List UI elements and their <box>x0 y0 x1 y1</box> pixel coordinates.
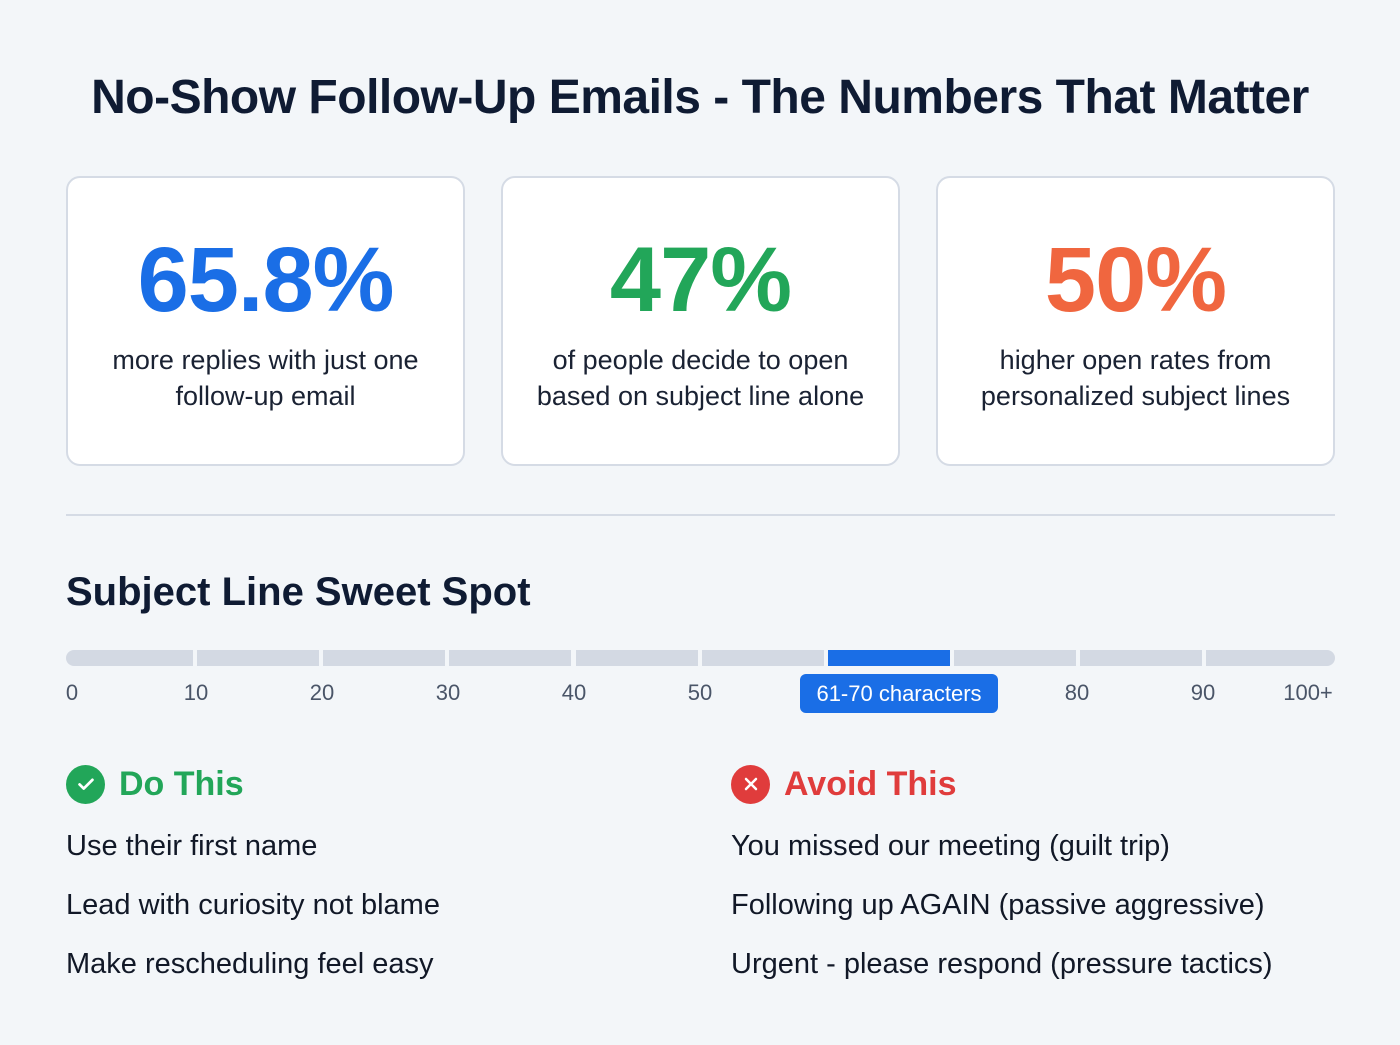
do-this-section: Do This Use their first name Lead with c… <box>66 762 440 1003</box>
stat-value: 47% <box>609 229 792 331</box>
highlight-range-badge: 61-70 characters <box>800 674 998 713</box>
tick-label: 30 <box>435 680 461 705</box>
bar-segment <box>576 650 698 666</box>
stat-description: more replies with just one follow-up ema… <box>112 345 419 411</box>
stat-description: of people decide to open based on subjec… <box>536 345 865 411</box>
tick-label: 40 <box>561 680 587 705</box>
page-title: No-Show Follow-Up Emails - The Numbers T… <box>91 71 1309 124</box>
tick-label: 90 <box>1190 680 1216 705</box>
stats-cards: 65.8% more replies with just one follow-… <box>66 176 1335 466</box>
do-this-heading: Do This <box>119 764 244 803</box>
check-circle-icon <box>66 764 105 804</box>
stat-value: 65.8% <box>137 229 395 331</box>
list-item: Lead with curiosity not blame <box>66 889 440 921</box>
bar-segment-highlight <box>828 650 950 666</box>
bar-segment <box>1080 650 1202 666</box>
sweet-spot-heading: Subject Line Sweet Spot <box>66 570 531 614</box>
tick-label: 100+ <box>1283 680 1333 705</box>
bar-segment <box>197 650 319 666</box>
stat-card-personalized: 50% higher open rates from personalized … <box>936 176 1335 466</box>
bar-segment <box>323 650 445 666</box>
stat-card-replies: 65.8% more replies with just one follow-… <box>66 176 465 466</box>
character-range-bar <box>66 650 1335 666</box>
bar-segment <box>702 650 824 666</box>
tick-label: 20 <box>309 680 335 705</box>
tick-label: 50 <box>687 680 713 705</box>
list-item: Use their first name <box>66 830 318 862</box>
tick-label: 10 <box>183 680 209 705</box>
bar-segment <box>1206 650 1335 666</box>
list-item: Following up AGAIN (passive aggressive) <box>731 889 1265 921</box>
list-item: You missed our meeting (guilt trip) <box>731 830 1170 862</box>
bar-segment <box>954 650 1076 666</box>
list-item: Urgent - please respond (pressure tactic… <box>731 948 1273 980</box>
stat-card-subject-line: 47% of people decide to open based on su… <box>501 176 900 466</box>
x-circle-icon <box>731 764 770 804</box>
bar-segment <box>449 650 571 666</box>
stat-description: higher open rates from personalized subj… <box>980 345 1291 411</box>
section-divider <box>66 514 1335 516</box>
tick-label: 80 <box>1064 680 1090 705</box>
bar-segment <box>66 650 193 666</box>
stat-value: 50% <box>1044 229 1227 331</box>
list-item: Make rescheduling feel easy <box>66 948 434 980</box>
avoid-this-heading: Avoid This <box>784 764 957 803</box>
avoid-this-section: Avoid This You missed our meeting (guilt… <box>731 762 1273 1003</box>
tick-label: 0 <box>65 680 79 705</box>
